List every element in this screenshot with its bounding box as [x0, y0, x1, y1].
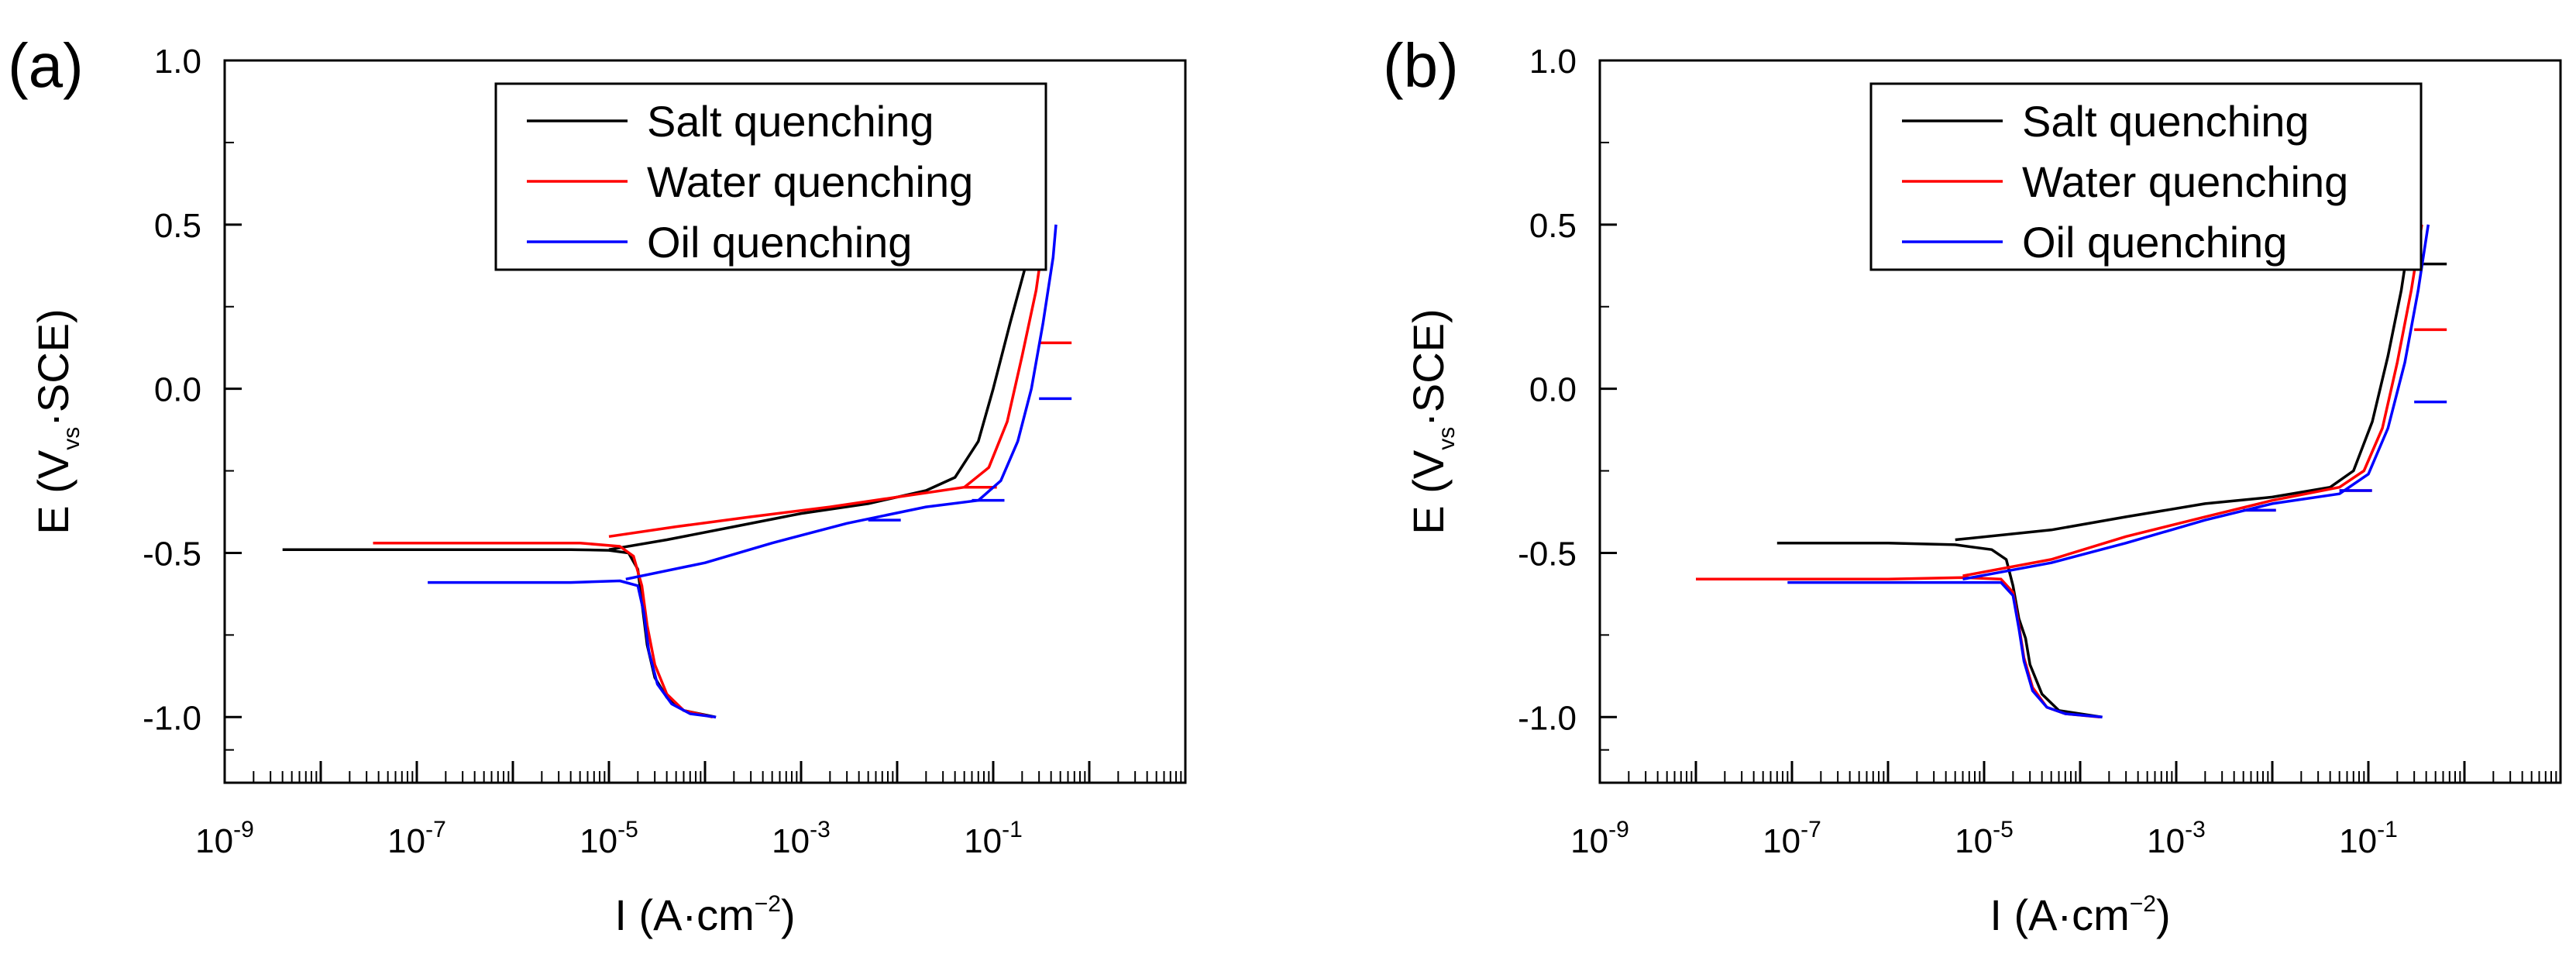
x-tick-exponent: -9	[233, 817, 254, 842]
x-tick-base: 10	[195, 822, 233, 860]
x-tick-exponent: -7	[425, 817, 446, 842]
y-axis-label-sub: vs	[1434, 427, 1460, 450]
x-tick-exponent: -3	[810, 817, 831, 842]
series-oil-quenching-anodic	[1962, 224, 2430, 581]
panel-b: (b)10-9 10-7 10-5 10-3 10-11.00.50.0-0.5-1.0…	[1383, 31, 2562, 939]
panel-label: (a)	[8, 31, 84, 100]
series-oil-quenching-anodic	[625, 224, 1058, 581]
x-tick-label: 10-3	[772, 817, 831, 860]
x-axis-label: I (A·cm−2)	[614, 890, 795, 939]
y-tick-label: 0.0	[1529, 371, 1577, 409]
x-tick-base: 10	[580, 822, 617, 860]
y-tick-label: 0.0	[154, 371, 201, 409]
x-tick-label: 10-9	[195, 817, 254, 860]
x-axis-label-main: I (A·cm	[614, 890, 754, 939]
x-tick-label: 10-3	[2147, 817, 2206, 860]
panel-label: (b)	[1383, 31, 1459, 100]
y-axis-label-main: E (V	[1404, 449, 1453, 535]
series-salt-quenching-anodic	[1955, 224, 2413, 542]
y-axis-label-sub: vs	[59, 427, 84, 450]
y-axis-label: E (Vvs·SCE)	[29, 308, 84, 534]
legend-label-salt-quenching: Salt quenching	[647, 97, 934, 146]
y-tick-label: 0.5	[1529, 207, 1577, 245]
legend-label-oil-quenching: Oil quenching	[2022, 218, 2287, 267]
x-tick-base: 10	[772, 822, 810, 860]
series-water-quenching-cathodic	[1696, 576, 2100, 719]
legend-label-salt-quenching: Salt quenching	[2022, 97, 2309, 146]
panel-a: (a)10-9 10-7 10-5 10-3 10-11.00.50.0-0.5-1.0…	[8, 31, 1187, 939]
curves	[282, 224, 1072, 719]
legend-label-water-quenching: Water quenching	[2022, 157, 2348, 206]
x-tick-label: 10-5	[580, 817, 638, 860]
x-axis-label-end: )	[781, 890, 796, 939]
x-tick-base: 10	[1763, 822, 1800, 860]
x-tick-exponent: -5	[617, 817, 638, 842]
x-tick-label: 10-1	[964, 817, 1023, 860]
x-axis-label-end: )	[2156, 890, 2171, 939]
y-tick-label: 1.0	[154, 43, 201, 81]
x-tick-base: 10	[1570, 822, 1608, 860]
series-salt-quenching-cathodic	[1776, 541, 2103, 719]
y-tick-label: 1.0	[1529, 43, 1577, 81]
y-tick-label: -0.5	[1518, 535, 1577, 573]
legend-label-oil-quenching: Oil quenching	[647, 218, 912, 267]
x-tick-label: 10-9	[1570, 817, 1629, 860]
x-axis-label: I (A·cm−2)	[1990, 890, 2170, 939]
legend-label-water-quenching: Water quenching	[647, 157, 973, 206]
x-tick-exponent: -5	[1993, 817, 2014, 842]
y-tick-label: -1.0	[1518, 699, 1577, 737]
x-tick-label: 10-1	[2339, 817, 2398, 860]
series-water-quenching-anodic	[608, 224, 1047, 539]
legend-box	[494, 82, 1047, 271]
y-axis-label-main: E (V	[29, 449, 77, 535]
x-tick-base: 10	[964, 822, 1002, 860]
series-water-quenching-cathodic	[373, 541, 714, 719]
legend: Salt quenching Water quenching Oil quenchi…	[494, 82, 1047, 271]
x-tick-label: 10-5	[1955, 817, 2014, 860]
x-tick-base: 10	[2339, 822, 2377, 860]
x-tick-exponent: -1	[1002, 817, 1023, 842]
y-axis-label-end: ·SCE)	[1404, 308, 1453, 426]
y-tick-label: 0.5	[154, 207, 201, 245]
x-tick-base: 10	[1955, 822, 1993, 860]
x-tick-exponent: -3	[2185, 817, 2206, 842]
series-salt-quenching-anodic	[608, 224, 1033, 551]
x-tick-label: 10-7	[387, 817, 446, 860]
series-oil-quenching-cathodic	[428, 579, 717, 719]
y-tick-label: -1.0	[143, 699, 201, 737]
legend-box	[1869, 82, 2423, 271]
x-tick-base: 10	[387, 822, 425, 860]
curves	[1696, 224, 2447, 719]
y-axis-label-end: ·SCE)	[29, 308, 77, 426]
series-water-quenching-anodic	[1962, 224, 2423, 577]
x-axis-label-sup: −2	[755, 891, 781, 917]
x-tick-base: 10	[2147, 822, 2185, 860]
y-tick-label: -0.5	[143, 535, 201, 573]
legend: Salt quenching Water quenching Oil quenchi…	[1869, 82, 2423, 271]
series-oil-quenching-cathodic	[1787, 580, 2103, 719]
x-tick-exponent: -1	[2377, 817, 2398, 842]
x-tick-exponent: -9	[1608, 817, 1629, 842]
x-axis-label-main: I (A·cm	[1990, 890, 2129, 939]
x-tick-exponent: -7	[1800, 817, 1821, 842]
y-axis-label: E (Vvs·SCE)	[1404, 308, 1460, 534]
x-tick-label: 10-7	[1763, 817, 1821, 860]
x-axis-label-sup: −2	[2130, 891, 2156, 917]
